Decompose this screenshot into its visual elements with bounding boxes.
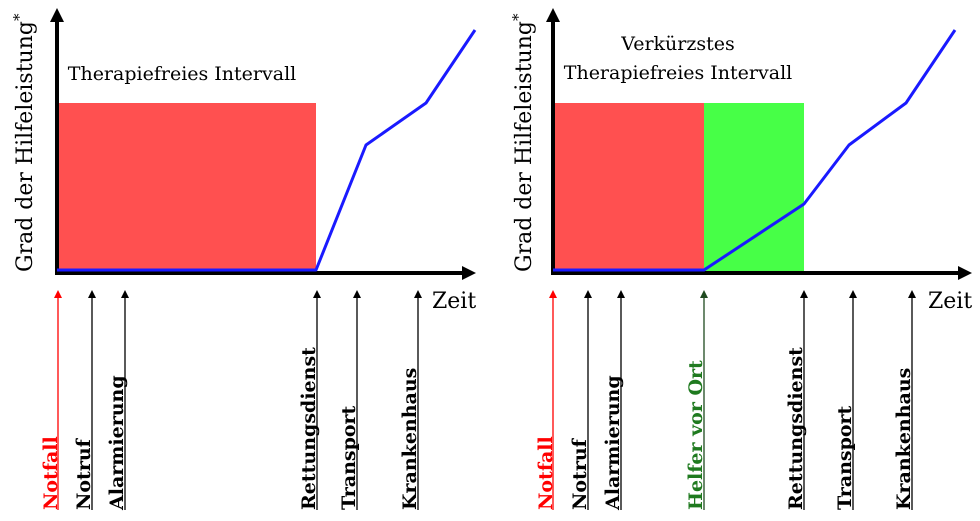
event-label: Helfer vor Ort	[685, 360, 707, 510]
event-marker-notruf: Notruf	[73, 290, 96, 510]
event-marker-transport: Transport	[338, 290, 361, 510]
event-label: Krankenhaus	[399, 368, 421, 510]
event-marker-rettungsdienst: Rettungsdienst	[298, 290, 321, 510]
event-marker-krankenhaus: Krankenhaus	[399, 290, 422, 510]
therapy-free-interval-zone	[57, 103, 316, 273]
event-label: Alarmierung	[602, 375, 624, 511]
event-label: Notfall	[535, 436, 557, 510]
y-axis-label: Grad der Hilfeleistung*	[509, 13, 537, 272]
event-marker-transport: Transport	[834, 290, 857, 510]
therapy-free-interval-zone	[553, 103, 704, 273]
event-label: Rettungsdienst	[785, 347, 807, 510]
event-label: Notruf	[73, 437, 95, 510]
event-marker-notfall: Notfall	[40, 290, 62, 510]
event-label: Notruf	[569, 437, 591, 510]
interval-label: Verkürzstes Therapiefreies Intervall	[564, 33, 792, 84]
event-marker-helfer-vor-ort: Helfer vor Ort	[685, 290, 708, 510]
first-responder-zone	[704, 103, 804, 273]
event-marker-notfall: Notfall	[535, 290, 557, 510]
event-label: Notfall	[40, 436, 62, 510]
care-level-curve	[57, 29, 477, 272]
interval-label-line-2: Therapiefreies Intervall	[564, 62, 792, 84]
event-marker-krankenhaus: Krankenhaus	[893, 290, 916, 510]
event-label: Transport	[834, 405, 856, 510]
interval-label-line-1: Therapiefreies Intervall	[68, 63, 296, 85]
event-marker-alarmierung: Alarmierung	[106, 290, 129, 511]
event-label: Rettungsdienst	[298, 347, 320, 510]
event-label: Krankenhaus	[893, 368, 915, 510]
panel-standard: Therapiefreies Intervall Grad der Hilfel…	[10, 8, 477, 511]
y-axis-label: Grad der Hilfeleistung*	[10, 13, 38, 272]
care-level-curve	[553, 29, 957, 272]
event-label: Alarmierung	[106, 375, 128, 511]
event-label: Transport	[338, 405, 360, 510]
interval-label-line-1: Verkürzstes	[620, 33, 735, 55]
panel-with-first-responder: Verkürzstes Therapiefreies Intervall Gra…	[509, 8, 972, 511]
event-marker-alarmierung: Alarmierung	[602, 290, 625, 511]
event-marker-rettungsdienst: Rettungsdienst	[785, 290, 808, 510]
event-marker-notruf: Notruf	[569, 290, 592, 510]
interval-label: Therapiefreies Intervall	[68, 63, 296, 85]
x-axis-label: Zeit	[432, 289, 476, 314]
x-axis-label: Zeit	[928, 289, 972, 314]
